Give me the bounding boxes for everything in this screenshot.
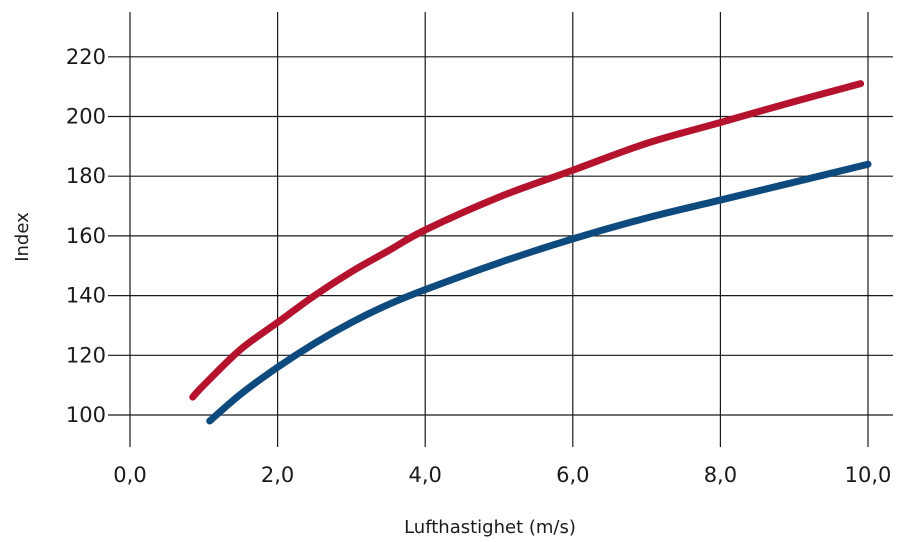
- x-tick-labels: 0,0 2,0 4,0 6,0 8,0 10,0: [113, 463, 891, 487]
- series-line-1: [189, 80, 865, 401]
- x-tick-label: 6,0: [556, 463, 589, 487]
- y-tick-labels: 100 120 140 160 180 200 220: [66, 45, 106, 427]
- x-axis-label: Lufthastighet (m/s): [404, 517, 576, 538]
- y-tick-label: 200: [66, 105, 106, 129]
- vertical-gridlines: [129, 12, 869, 447]
- y-axis-label: Index: [12, 212, 33, 262]
- x-tick-label: 8,0: [704, 463, 737, 487]
- y-tick-label: 100: [66, 403, 106, 427]
- x-tick-label: 0,0: [113, 463, 146, 487]
- y-tick-label: 160: [66, 224, 106, 248]
- x-tick-label: 10,0: [845, 463, 892, 487]
- y-tick-label: 220: [66, 45, 106, 69]
- series-lines: [189, 80, 872, 425]
- series-line-2: [206, 160, 872, 425]
- y-tick-label: 140: [66, 284, 106, 308]
- x-tick-label: 4,0: [408, 463, 441, 487]
- x-tick-label: 2,0: [261, 463, 294, 487]
- y-tick-label: 120: [66, 343, 106, 367]
- y-tick-label: 180: [66, 164, 106, 188]
